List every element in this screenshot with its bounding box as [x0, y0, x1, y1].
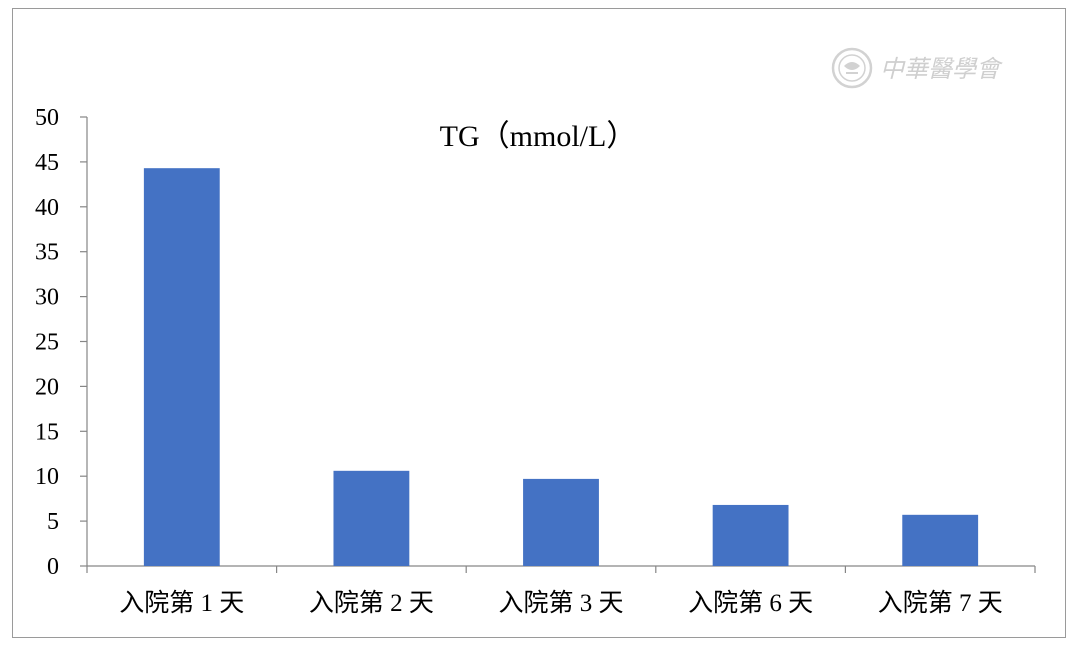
y-axis-ticks: 0 5 10 15 20 25 30 35 40 45 50: [35, 105, 87, 580]
x-category-label: 入院第 2 天: [309, 589, 434, 617]
y-tick-label: 50: [35, 105, 59, 131]
y-tick-label: 35: [35, 240, 59, 266]
x-axis-ticks: [86, 566, 1036, 573]
seal-icon: [831, 47, 873, 89]
x-category-label: 入院第 6 天: [688, 589, 813, 617]
bar-5: [902, 514, 979, 566]
y-tick-label: 45: [35, 150, 59, 176]
x-category-label: 入院第 7 天: [878, 589, 1003, 617]
y-tick-label: 40: [35, 195, 59, 221]
y-tick-label: 0: [47, 554, 59, 580]
y-tick-label: 20: [35, 374, 59, 400]
bar-2: [333, 470, 410, 566]
category-labels: 入院第 1 天 入院第 2 天 入院第 3 天 入院第 6 天 入院第 7 天: [119, 589, 1002, 617]
y-tick-label: 30: [35, 285, 59, 311]
watermark-text: 中華醫學會: [880, 55, 1003, 83]
chart-title: TG（mmol/L）: [440, 120, 637, 153]
bar-3: [523, 478, 599, 566]
y-tick-label: 10: [35, 464, 59, 490]
x-category-label: 入院第 3 天: [498, 589, 623, 617]
watermark: 中華醫學會: [831, 47, 1003, 89]
bars: [143, 168, 979, 566]
x-category-label: 入院第 1 天: [119, 589, 244, 617]
y-tick-label: 25: [35, 330, 59, 356]
bar-1: [143, 168, 220, 566]
bar-4: [712, 504, 789, 566]
y-tick-label: 15: [35, 419, 59, 445]
y-tick-label: 5: [47, 509, 59, 535]
